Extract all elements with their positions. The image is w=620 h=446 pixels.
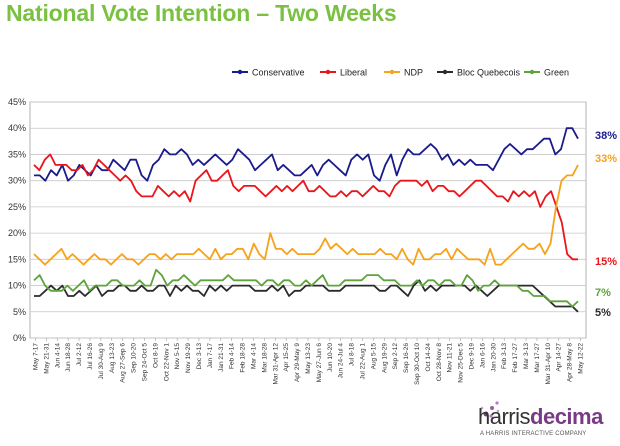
x-tick-label: May 12-22 [578, 343, 585, 374]
x-tick-label: Aug 19-29 [381, 343, 388, 373]
x-tick-label: Mar 18-28 [261, 343, 268, 373]
line-chart: 0%5%10%15%20%25%30%35%40%45% May 7-17 May… [8, 68, 617, 385]
x-tick-label: Jan 7-17 [207, 343, 214, 369]
x-tick-label: Feb 4-14 [229, 343, 236, 369]
x-tick-label: Feb 3-13 [501, 343, 508, 369]
plot-area [29, 101, 587, 339]
x-tick-label: Apr 15-25 [283, 343, 290, 372]
series-lines [33, 127, 579, 313]
legend-marker [442, 69, 448, 75]
y-tick-label: 15% [8, 254, 26, 264]
x-tick-label: Aug 27-Sep 6 [120, 343, 127, 383]
x-tick-label: May 7-17 [32, 343, 39, 370]
y-axis: 0% 5% 10% 15% 20% 25% 30% 35% 40% 45% [8, 97, 26, 343]
x-tick-label: Mar 31-Apr 10 [545, 343, 552, 385]
x-tick-label: Nov 25-Dec 5 [458, 343, 465, 383]
y-tick-label: 0% [13, 333, 26, 343]
y-tick-label: 5% [13, 307, 26, 317]
x-tick-label: Apr 28-May 8 [567, 343, 574, 382]
x-tick-label: Nov 11-21 [447, 343, 454, 373]
x-tick-label: Jun 4-14 [54, 343, 61, 369]
x-tick-label: Mar 4-14 [250, 343, 257, 369]
x-tick-label: Jun 24-Jul 4 [338, 343, 345, 379]
legend-label: NDP [404, 68, 423, 78]
legend-label: Liberal [340, 68, 367, 78]
end-label-bloc-quebecois: 5% [595, 307, 611, 319]
x-tick-label: Apr 29-May 9 [294, 343, 301, 382]
logo-tagline: A HARRIS INTERACTIVE COMPANY [480, 431, 587, 437]
x-tick-label: Jul 30-Aug 9 [98, 343, 105, 380]
x-tick-label: Mar 17-27 [534, 343, 541, 373]
x-tick-label: Oct 28-Nov 8 [436, 343, 443, 382]
chart-title: National Vote Intention – Two Weeks [6, 0, 397, 26]
x-tick-label: Nov 19-29 [185, 343, 192, 373]
x-tick-label: May 21-31 [43, 343, 50, 374]
y-tick-label: 20% [8, 228, 26, 238]
x-tick-label: Mar 3-13 [523, 343, 530, 369]
x-tick-label: Apr 14-27 [556, 343, 563, 372]
series-line-ndp [33, 164, 579, 266]
x-tick-label: Jan 20-30 [490, 343, 497, 372]
x-tick-label: Jan 6-16 [479, 343, 486, 369]
x-tick-label: Sep 16-26 [403, 343, 410, 373]
x-tick-label: Oct 22-Nov 1 [163, 343, 170, 382]
x-tick-label: Nov 5-15 [174, 343, 181, 370]
x-tick-label: Aug 5-15 [370, 343, 377, 370]
end-label-liberal: 15% [595, 256, 617, 268]
y-tick-label: 35% [8, 149, 26, 159]
end-label-conservative: 38% [595, 130, 617, 142]
end-label-ndp: 33% [595, 153, 617, 165]
x-tick-label: Dec 9-19 [469, 343, 476, 370]
logo-wordmark: harrisdecima [478, 404, 603, 429]
x-tick-label: Aug 13-23 [109, 343, 116, 373]
legend-marker [529, 69, 535, 75]
x-tick-label: Jul 16-26 [87, 343, 94, 370]
x-tick-label: Oct 14-24 [425, 343, 432, 372]
logo-dots-icon [480, 401, 500, 418]
y-tick-label: 10% [8, 281, 26, 291]
end-labels: 38% 15% 33% 5% 7% [595, 130, 617, 319]
series-line-conservative [34, 127, 579, 182]
x-tick-label: Sep 10-20 [131, 343, 138, 373]
x-tick-label: Sep 2-12 [392, 343, 399, 370]
x-tick-label: Jun 10-20 [327, 343, 334, 372]
y-tick-label: 25% [8, 202, 26, 212]
series-line-liberal [33, 153, 578, 261]
legend-label: Green [544, 68, 569, 78]
x-tick-label: Dec 3-13 [196, 343, 203, 370]
legend-marker [389, 69, 395, 75]
x-tick-label: Oct 8-19 [152, 343, 159, 368]
x-tick-label: May 13-23 [305, 343, 312, 374]
x-tick-label: Mar 31-Apr 12 [272, 343, 279, 385]
legend: Conservative Liberal NDP Bloc Quebecois Gree… [232, 68, 569, 78]
y-tick-label: 30% [8, 176, 26, 186]
x-axis: May 7-17 May 21-31 Jun 4-14 Jun 18-28 Jul 2-… [32, 338, 585, 385]
x-tick-label: Feb 18-28 [240, 343, 247, 373]
series-line-bloc-quebecois [34, 279, 579, 313]
x-tick-label: Sep 30-Oct 10 [414, 343, 421, 385]
end-label-green: 7% [595, 287, 611, 299]
legend-label: Bloc Quebecois [457, 68, 521, 78]
legend-label: Conservative [252, 68, 305, 78]
grid-lines [29, 101, 587, 339]
y-tick-label: 45% [8, 97, 26, 107]
legend-marker [325, 69, 331, 75]
y-tick-label: 40% [8, 123, 26, 133]
harrisdecima-logo: harrisdecima A HARRIS INTERACTIVE COMPAN… [478, 401, 618, 446]
series-line-green [33, 268, 579, 308]
x-tick-label: Jul 2-12 [76, 343, 83, 367]
x-tick-label: Jan 21-31 [218, 343, 225, 372]
x-tick-label: May 27-Jun 6 [316, 343, 323, 383]
x-tick-label: Feb 17-27 [512, 343, 519, 373]
x-tick-label: Sep 24-Oct 5 [141, 343, 148, 382]
x-tick-label: Jul 22-Aug 1 [360, 343, 367, 380]
x-tick-label: Jul 8-18 [349, 343, 356, 367]
x-tick-label: Jun 18-28 [65, 343, 72, 372]
legend-marker [237, 69, 243, 75]
